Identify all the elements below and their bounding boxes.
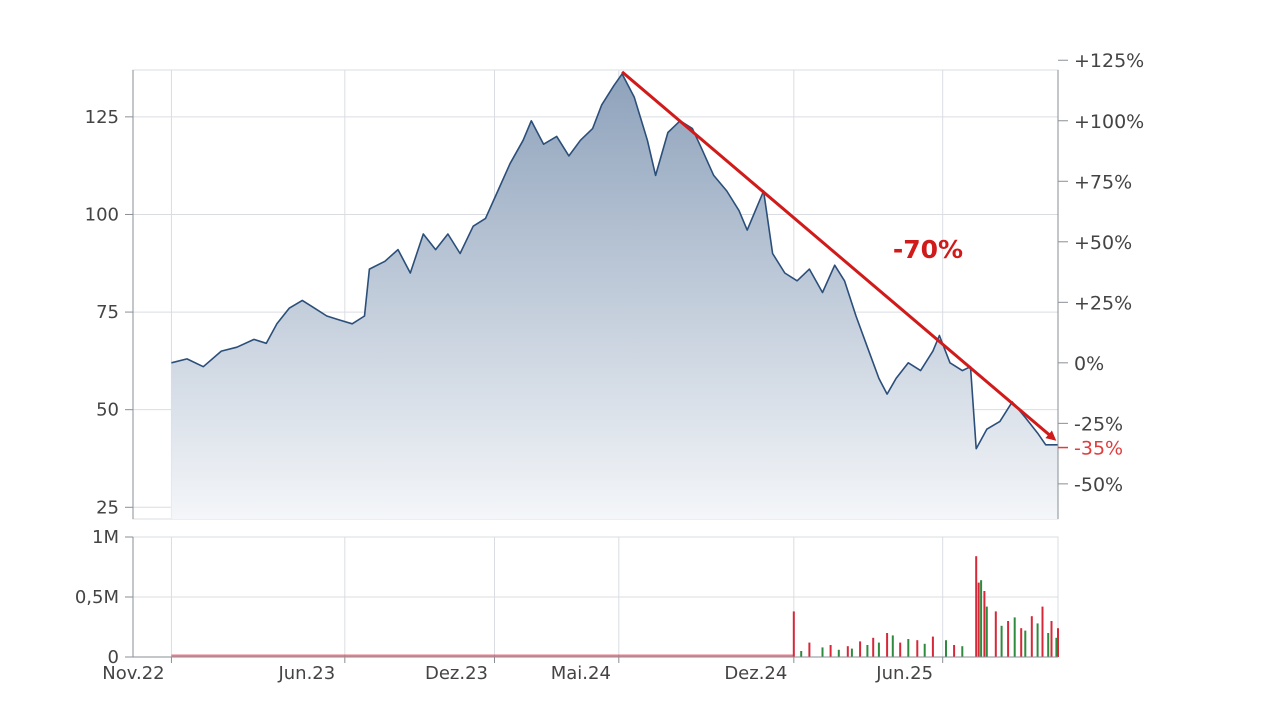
volume-bar-up <box>923 643 926 657</box>
volume-bar-up <box>1047 633 1050 657</box>
pct-tick-label: +75% <box>1074 171 1132 193</box>
volume-bar-down <box>1057 628 1059 657</box>
volume-bar-up <box>877 642 880 657</box>
price-area <box>171 73 1058 520</box>
pct-tick-label: +100% <box>1074 111 1144 133</box>
trend-change-label: -70% <box>893 235 963 264</box>
pct-tick-label: +125% <box>1074 50 1144 72</box>
volume-bar-down <box>808 642 811 657</box>
volume-bar-down <box>792 611 795 657</box>
volume-bar-down <box>1050 621 1053 657</box>
volume-bar-up <box>866 645 869 657</box>
price-tick-label: 125 <box>85 107 119 128</box>
date-tick-label: Jun.25 <box>875 663 933 684</box>
date-tick-label: Dez.24 <box>724 663 787 684</box>
volume-bar-down <box>975 556 978 657</box>
volume-bar-down <box>829 645 832 657</box>
volume-bar-down <box>899 642 902 657</box>
volume-bar-down <box>916 640 919 657</box>
volume-bar-up <box>945 640 947 657</box>
volume-bar-up <box>1000 625 1003 657</box>
volume-bar-down <box>859 641 862 657</box>
volume-bar-down <box>846 646 849 657</box>
volume-bar-up <box>961 646 964 657</box>
date-tick-label: Nov.22 <box>102 663 164 684</box>
volume-bar-down <box>953 645 956 657</box>
volume-bar-down <box>872 637 875 657</box>
pct-tick-label: +50% <box>1074 232 1132 254</box>
date-tick-label: Jun.23 <box>277 663 335 684</box>
pct-tick-label: 0% <box>1074 353 1104 375</box>
volume-bar-up <box>850 648 853 657</box>
date-tick-label: Mai.24 <box>551 663 611 684</box>
volume-bar-up <box>980 580 983 657</box>
volume-bar-up <box>1036 623 1039 657</box>
volume-bar-up <box>1013 617 1016 657</box>
volume-tick-label: 0 <box>108 647 119 668</box>
volume-bar-down <box>1030 616 1033 657</box>
price-line <box>171 73 1058 450</box>
price-tick-label: 25 <box>96 497 119 518</box>
volume-bar-up <box>1024 630 1027 657</box>
volume-bar-down <box>1041 606 1044 657</box>
volume-tick-label: 1M <box>92 527 119 548</box>
volume-bar-down <box>886 633 889 657</box>
volume-bar-up <box>891 635 894 657</box>
volume-bar-up <box>837 649 840 657</box>
volume-bar-down <box>1020 628 1023 657</box>
price-tick-label: 100 <box>85 204 119 225</box>
volume-bar-down <box>994 611 997 657</box>
pct-tick-label: -50% <box>1074 474 1123 496</box>
price-tick-label: 50 <box>96 400 119 421</box>
date-tick-label: Dez.23 <box>425 663 488 684</box>
volume-bar-down <box>1007 621 1010 657</box>
volume-bar-down <box>977 582 980 657</box>
volume-bar-up <box>821 647 824 657</box>
volume-bar-up <box>985 606 988 657</box>
price-tick-label: 75 <box>96 302 119 323</box>
pct-tick-label: +25% <box>1074 292 1132 314</box>
current-pct-label: -35% <box>1074 438 1123 460</box>
pct-tick-label: -25% <box>1074 413 1123 435</box>
volume-bar-up <box>800 651 803 657</box>
volume-bar-up <box>907 639 910 657</box>
volume-bar-up <box>1055 637 1058 657</box>
volume-tick-label: 0,5M <box>75 587 119 608</box>
trend-arrow <box>621 70 1057 441</box>
volume-bar-down <box>931 636 934 657</box>
volume-bar-down <box>983 591 986 657</box>
